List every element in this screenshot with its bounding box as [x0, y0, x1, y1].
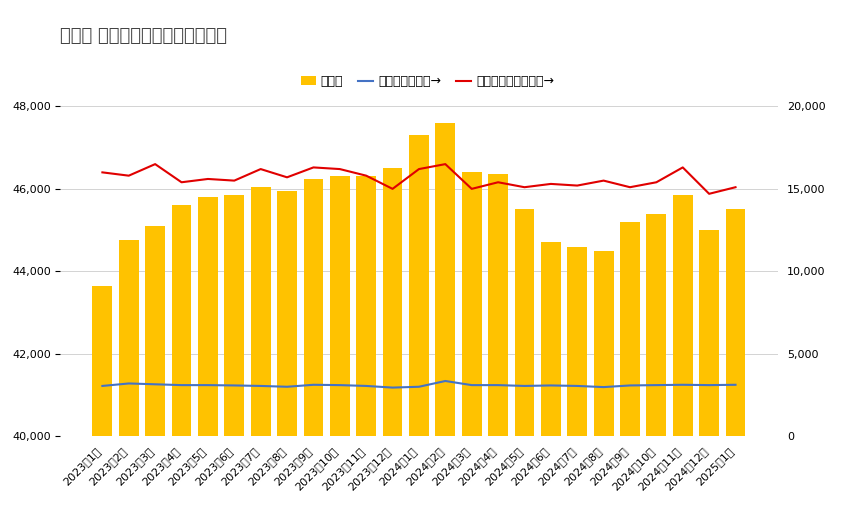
Bar — [726, 210, 746, 532]
Bar — [435, 123, 455, 532]
Bar — [462, 172, 481, 532]
Bar — [92, 286, 112, 532]
Bar — [145, 226, 165, 532]
Bar — [251, 187, 270, 532]
Bar — [673, 195, 693, 532]
Bar — [593, 251, 614, 532]
Legend: 在庫数, 成約件数／右軸→, 新規登録件数／右軸→: 在庫数, 成約件数／右軸→, 新規登録件数／右軸→ — [296, 70, 559, 93]
Bar — [330, 177, 350, 532]
Bar — [620, 222, 640, 532]
Bar — [488, 174, 508, 532]
Bar — [198, 197, 218, 532]
Bar — [304, 179, 323, 532]
Bar — [699, 230, 719, 532]
Bar — [357, 177, 376, 532]
Bar — [119, 240, 139, 532]
Bar — [383, 168, 403, 532]
Bar — [541, 243, 561, 532]
Bar — [409, 135, 429, 532]
Bar — [646, 213, 666, 532]
Bar — [568, 247, 587, 532]
Bar — [515, 210, 534, 532]
Bar — [277, 191, 297, 532]
Text: 首都圏 中古マンション件数の推移: 首都圏 中古マンション件数の推移 — [60, 27, 227, 45]
Bar — [224, 195, 245, 532]
Bar — [172, 205, 192, 532]
